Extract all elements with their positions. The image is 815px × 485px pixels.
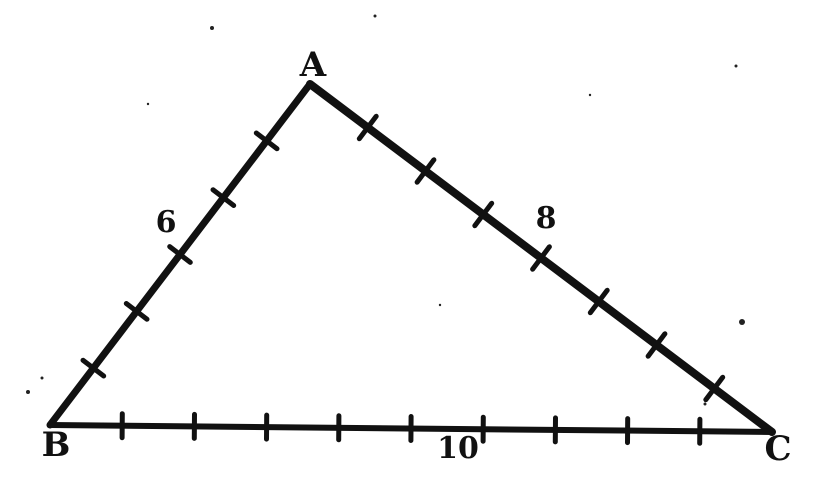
side-label-ac: 8 [536,201,557,236]
tick-mark-ac-2 [414,157,437,185]
vertex-label-a: A [299,45,327,85]
labels: A B C 6 8 10 [42,45,792,469]
tick-mark-ac-6 [645,331,668,359]
tick-mark-ab-5 [80,357,107,379]
tick-mark-ab-4 [123,301,150,322]
tick-mark-ac-3 [472,200,495,229]
tick-mark-ab-2 [210,187,237,208]
tick-mark-ac-5 [587,287,610,316]
tick-mark-ac-4 [530,244,552,272]
tick-mark-ab-1 [253,130,280,152]
tick-marks [80,113,726,446]
side-label-ab: 6 [156,205,177,240]
tick-mark-ab-3 [167,244,193,265]
triangle-sides [46,80,776,436]
tick-mark-ac-7 [703,374,726,403]
vertex-label-c: C [764,429,791,469]
vertex-label-b: B [42,425,71,465]
side-label-bc: 10 [437,431,479,466]
scan-specks [26,14,745,406]
tick-mark-ac-1 [356,113,379,142]
